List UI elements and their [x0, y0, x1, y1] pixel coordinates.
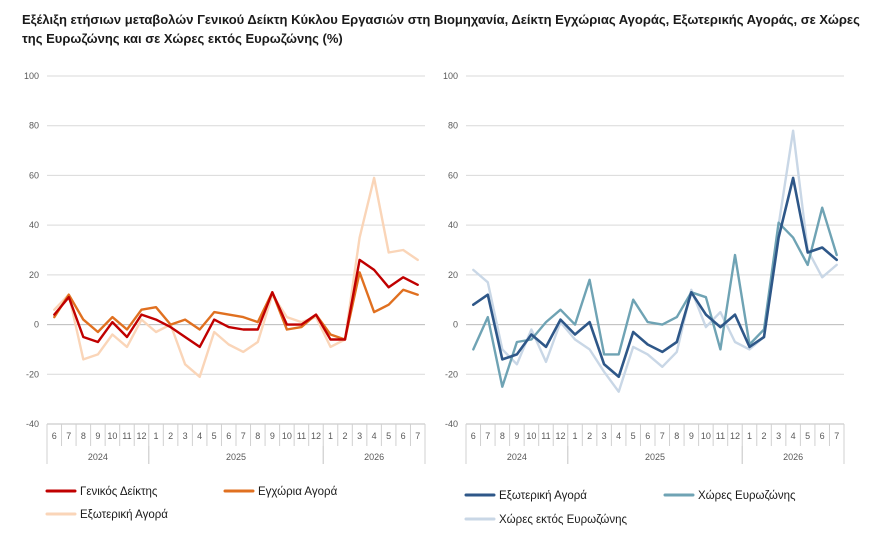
x-tick-label: 3: [776, 431, 781, 441]
x-tick-label: 6: [52, 431, 57, 441]
x-tick-label: 8: [81, 431, 86, 441]
x-tick-label: 7: [660, 431, 665, 441]
x-tick-label: 1: [328, 431, 333, 441]
x-tick-label: 10: [282, 431, 292, 441]
x-tick-label: 6: [226, 431, 231, 441]
x-tick-label: 5: [386, 431, 391, 441]
x-tick-label: 10: [526, 431, 536, 441]
year-label: 2025: [226, 452, 246, 462]
x-tick-label: 10: [701, 431, 711, 441]
x-tick-label: 8: [674, 431, 679, 441]
y-tick-label: 80: [448, 121, 458, 131]
x-tick-label: 11: [122, 431, 131, 441]
y-tick-label: -20: [445, 369, 458, 379]
x-tick-label: 9: [514, 431, 519, 441]
y-tick-label: 0: [453, 320, 458, 330]
x-tick-label: 1: [154, 431, 159, 441]
x-tick-label: 8: [255, 431, 260, 441]
x-tick-label: 4: [372, 431, 377, 441]
y-tick-label: 0: [34, 320, 39, 330]
legend-label: Γενικός Δείκτης: [80, 486, 158, 498]
x-tick-label: 8: [500, 431, 505, 441]
series-line: [53, 258, 419, 349]
x-tick-label: 9: [95, 431, 100, 441]
y-tick-label: 40: [448, 220, 458, 230]
x-tick-label: 11: [716, 431, 725, 441]
x-tick-label: 6: [645, 431, 650, 441]
y-tick-label: 60: [448, 170, 458, 180]
x-tick-label: 6: [471, 431, 476, 441]
x-tick-label: 2: [762, 431, 767, 441]
x-tick-label: 2: [168, 431, 173, 441]
left-legend: Γενικός Δείκτης Εγχώρια Αγορά Εξωτερική Αγ…: [45, 486, 338, 521]
x-tick-label: 4: [616, 431, 621, 441]
page-title: Εξέλιξη ετήσιων μεταβολών Γενικού Δείκτη…: [22, 12, 860, 46]
x-tick-label: 12: [136, 431, 146, 441]
x-tick-label: 11: [541, 431, 550, 441]
year-label: 2026: [364, 452, 384, 462]
x-tick-label: 6: [820, 431, 825, 441]
x-tick-label: 4: [791, 431, 796, 441]
legend-label: Χώρες Ευρωζώνης: [698, 490, 796, 502]
y-tick-label: 80: [29, 121, 39, 131]
x-tick-label: 2: [587, 431, 592, 441]
x-tick-label: 3: [183, 431, 188, 441]
x-tick-label: 12: [311, 431, 321, 441]
legend-label: Εξωτερική Αγορά: [80, 509, 168, 521]
x-tick-label: 5: [631, 431, 636, 441]
x-tick-label: 6: [401, 431, 406, 441]
y-tick-label: -40: [445, 419, 458, 429]
y-tick-label: 60: [29, 170, 39, 180]
series-line: [53, 271, 419, 341]
x-tick-label: 7: [241, 431, 246, 441]
y-tick-label: 20: [29, 270, 39, 280]
x-tick-label: 7: [834, 431, 839, 441]
x-tick-label: 12: [730, 431, 740, 441]
year-label: 2024: [507, 452, 527, 462]
y-tick-label: 100: [24, 71, 39, 81]
y-tick-label: 40: [29, 220, 39, 230]
series-line: [472, 129, 838, 393]
x-tick-label: 7: [485, 431, 490, 441]
year-label: 2025: [645, 452, 665, 462]
x-tick-label: 3: [357, 431, 362, 441]
x-tick-label: 5: [212, 431, 217, 441]
y-tick-label: -20: [26, 369, 39, 379]
y-tick-label: 100: [443, 71, 458, 81]
series-line: [471, 176, 839, 379]
x-tick-label: 9: [689, 431, 694, 441]
x-tick-label: 4: [197, 431, 202, 441]
x-tick-label: 2: [343, 431, 348, 441]
x-tick-label: 10: [107, 431, 117, 441]
x-tick-label: 11: [297, 431, 306, 441]
year-label: 2026: [783, 452, 803, 462]
x-tick-label: 12: [555, 431, 565, 441]
y-tick-label: 20: [448, 270, 458, 280]
x-tick-label: 5: [805, 431, 810, 441]
x-tick-label: 7: [415, 431, 420, 441]
year-label: 2024: [88, 452, 108, 462]
legend-label: Εξωτερική Αγορά: [499, 490, 587, 502]
x-tick-label: 1: [573, 431, 578, 441]
x-tick-label: 7: [66, 431, 71, 441]
legend-label: Εγχώρια Αγορά: [258, 486, 338, 498]
x-tick-label: 1: [747, 431, 752, 441]
legend-label: Χώρες εκτός Ευρωζώνης: [499, 514, 628, 526]
y-tick-label: -40: [26, 419, 39, 429]
x-tick-label: 9: [270, 431, 275, 441]
right-legend: Εξωτερική Αγορά Χώρες Ευρωζώνης Χώρες εκτό…: [464, 490, 796, 526]
x-tick-label: 3: [602, 431, 607, 441]
series-line: [53, 176, 419, 378]
